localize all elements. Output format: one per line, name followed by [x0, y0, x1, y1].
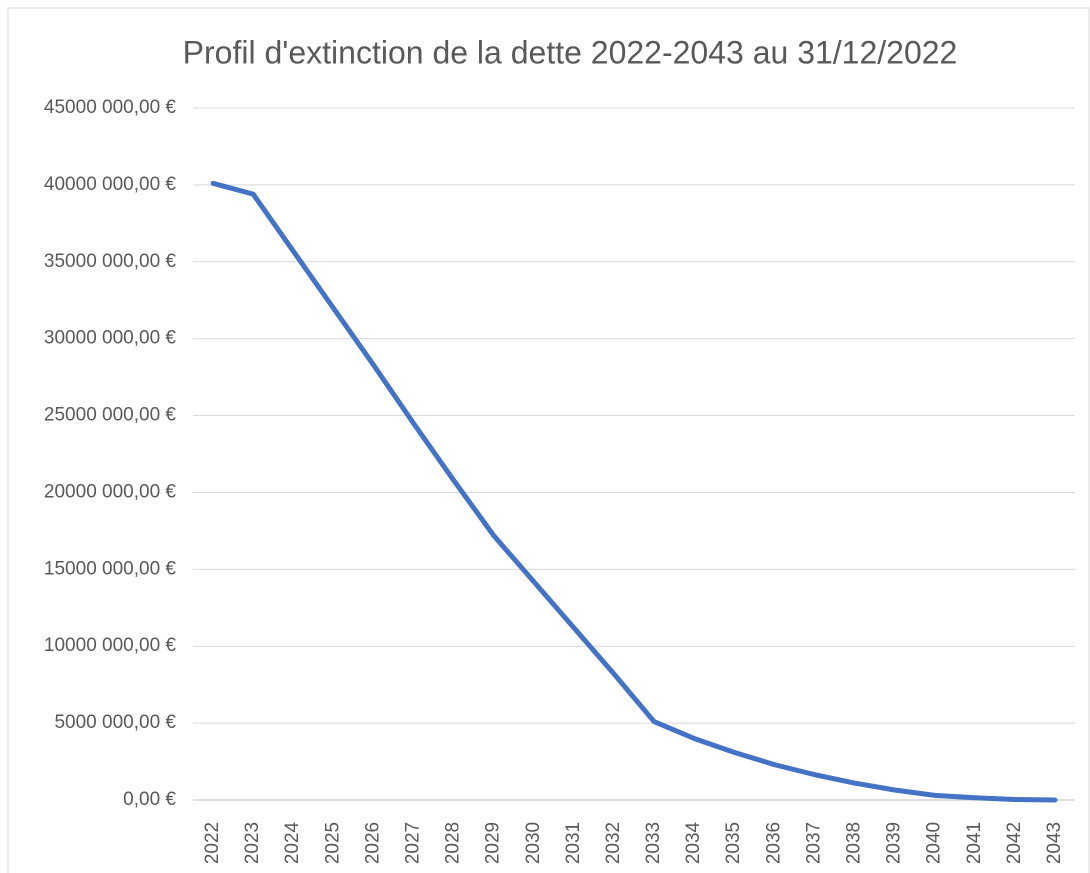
y-tick-label: 35000 000,00 €	[44, 251, 177, 272]
x-tick-label: 2043	[1044, 822, 1065, 864]
x-tick-label: 2026	[362, 822, 383, 864]
x-tick-label: 2042	[1004, 822, 1025, 864]
x-tick-label: 2038	[844, 822, 865, 864]
x-tick-label: 2035	[723, 822, 744, 864]
y-tick-label: 0,00 €	[123, 789, 176, 810]
x-tick-label: 2033	[643, 822, 664, 864]
x-tick-label: 2024	[282, 821, 303, 864]
chart-border	[7, 7, 1090, 873]
y-tick-label: 30000 000,00 €	[44, 328, 177, 349]
x-tick-label: 2027	[403, 822, 424, 864]
x-tick-label: 2023	[242, 822, 263, 864]
x-tick-label: 2028	[443, 822, 464, 864]
x-tick-label: 2032	[603, 822, 624, 864]
x-tick-label: 2031	[563, 822, 584, 864]
line-series	[210, 180, 1058, 803]
x-tick-label: 2034	[683, 821, 704, 864]
y-tick-label: 25000 000,00 €	[44, 405, 177, 426]
y-tick-label: 40000 000,00 €	[44, 174, 177, 195]
x-tick-label: 2041	[964, 822, 985, 864]
x-tick-label: 2029	[483, 822, 504, 864]
y-tick-label: 5000 000,00 €	[54, 712, 176, 733]
y-tick-label: 20000 000,00 €	[44, 481, 177, 502]
y-tick-label: 10000 000,00 €	[44, 635, 177, 656]
chart-title: Profil d'extinction de la dette 2022-204…	[183, 34, 958, 70]
y-tick-label: 45000 000,00 €	[44, 97, 177, 118]
x-tick-label: 2025	[322, 822, 343, 864]
x-tick-label: 2037	[803, 822, 824, 864]
x-tick-label: 2039	[884, 822, 905, 864]
y-tick-label: 15000 000,00 €	[44, 558, 177, 579]
x-tick-label: 2036	[763, 822, 784, 864]
x-tick-label: 2040	[924, 822, 945, 864]
x-tick-label: 2022	[202, 822, 223, 864]
x-tick-label: 2030	[523, 822, 544, 864]
